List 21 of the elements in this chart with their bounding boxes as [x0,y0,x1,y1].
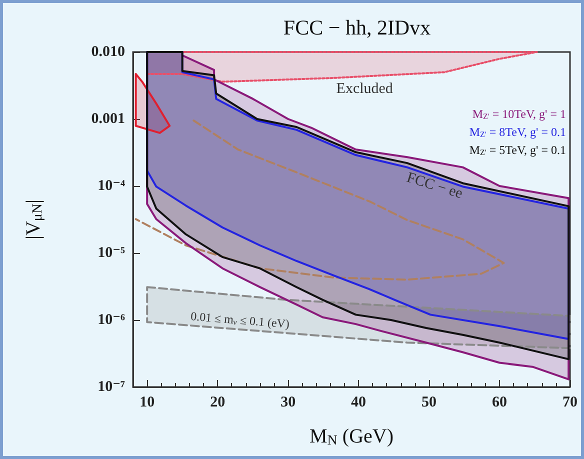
y-tick-label: 10⁻⁶ [98,312,126,328]
x-tick-label: 40 [351,394,366,410]
y-tick-label: 10⁻⁴ [98,178,126,194]
y-tick-label: 0.001 [91,111,125,127]
x-tick-label: 60 [492,394,508,410]
y-tick-label: 10⁻⁷ [98,379,126,395]
x-tick-label: 70 [562,394,578,410]
annotation: Excluded [336,80,394,97]
y-axis-title: |VμN| [22,199,46,240]
y-tick-label: 0.010 [91,44,125,60]
x-tick-label: 30 [280,394,296,410]
annotation: 0.01 ≤ mν ≤ 0.1 (eV) [190,309,290,331]
chart-title: FCC − hh, 2IDvx [283,16,432,40]
text: MZ' = 10TeV, g' = 1 [472,107,566,121]
text: MZ' = 8TeV, g' = 0.1 [469,125,566,139]
text: MZ' = 5TeV, g' = 0.1 [469,143,566,157]
x-tick-label: 50 [422,394,437,410]
y-tick-label: 10⁻⁵ [98,245,126,261]
annotation: FCC − ee [404,170,465,202]
x-tick-label: 10 [140,394,155,410]
x-tick-label: 20 [210,394,226,410]
